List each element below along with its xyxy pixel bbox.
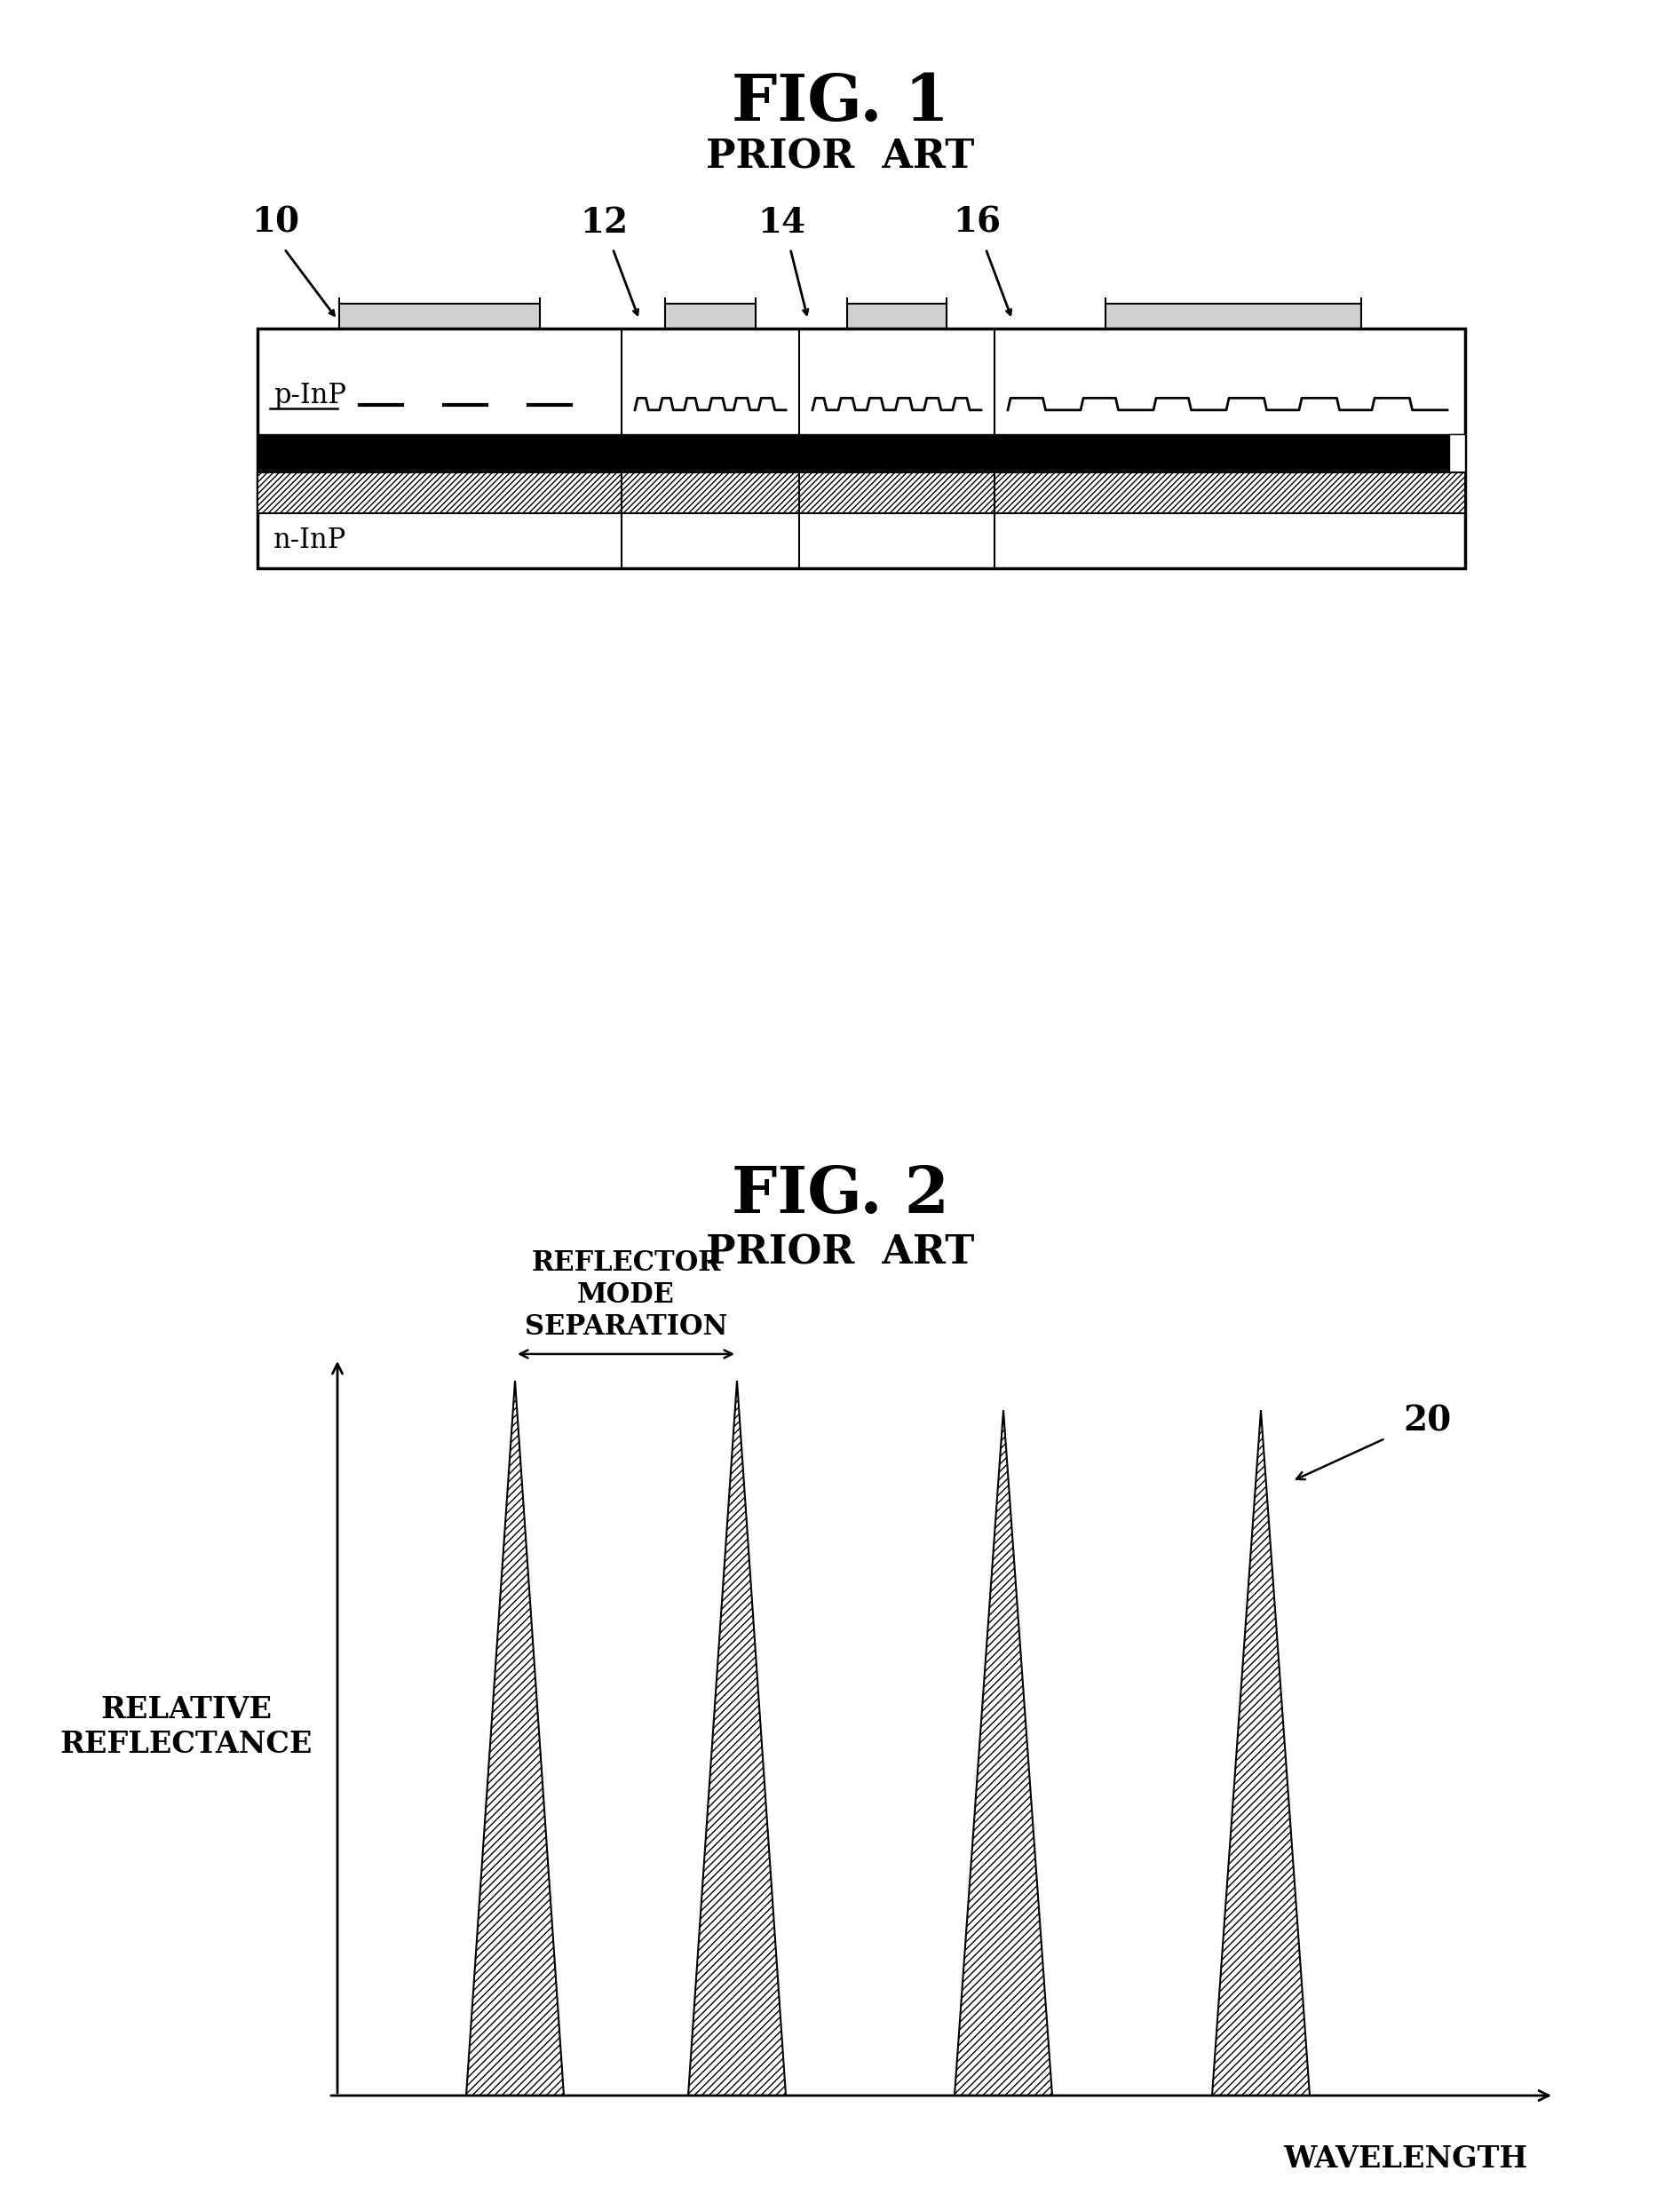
Text: REFLECTOR
MODE
SEPARATION: REFLECTOR MODE SEPARATION [524,1249,727,1341]
Polygon shape [1105,304,1361,328]
Text: PRIOR  ART: PRIOR ART [706,1233,974,1273]
Polygon shape [665,304,756,328]
Polygon shape [339,304,539,328]
Polygon shape [1450,433,1465,472]
Polygon shape [689,1380,786,2095]
Text: p-InP: p-InP [274,383,346,409]
Polygon shape [1211,1411,1310,2095]
Text: 20: 20 [1403,1404,1452,1437]
Polygon shape [954,1411,1052,2095]
Text: 10: 10 [252,206,299,241]
Text: RELATIVE
REFLECTANCE: RELATIVE REFLECTANCE [60,1695,312,1758]
Polygon shape [257,328,1465,569]
Text: 16: 16 [953,206,1001,241]
Text: PRIOR  ART: PRIOR ART [706,138,974,175]
Text: FIG. 2: FIG. 2 [731,1163,949,1227]
Text: FIG. 1: FIG. 1 [731,70,949,133]
Polygon shape [847,304,946,328]
Text: n-InP: n-InP [274,527,346,555]
Text: 12: 12 [580,206,628,241]
Polygon shape [257,472,1465,514]
Text: WAVELENGTH: WAVELENGTH [1284,2145,1527,2174]
Polygon shape [257,433,1465,472]
Text: 14: 14 [758,206,805,241]
Polygon shape [465,1380,564,2095]
